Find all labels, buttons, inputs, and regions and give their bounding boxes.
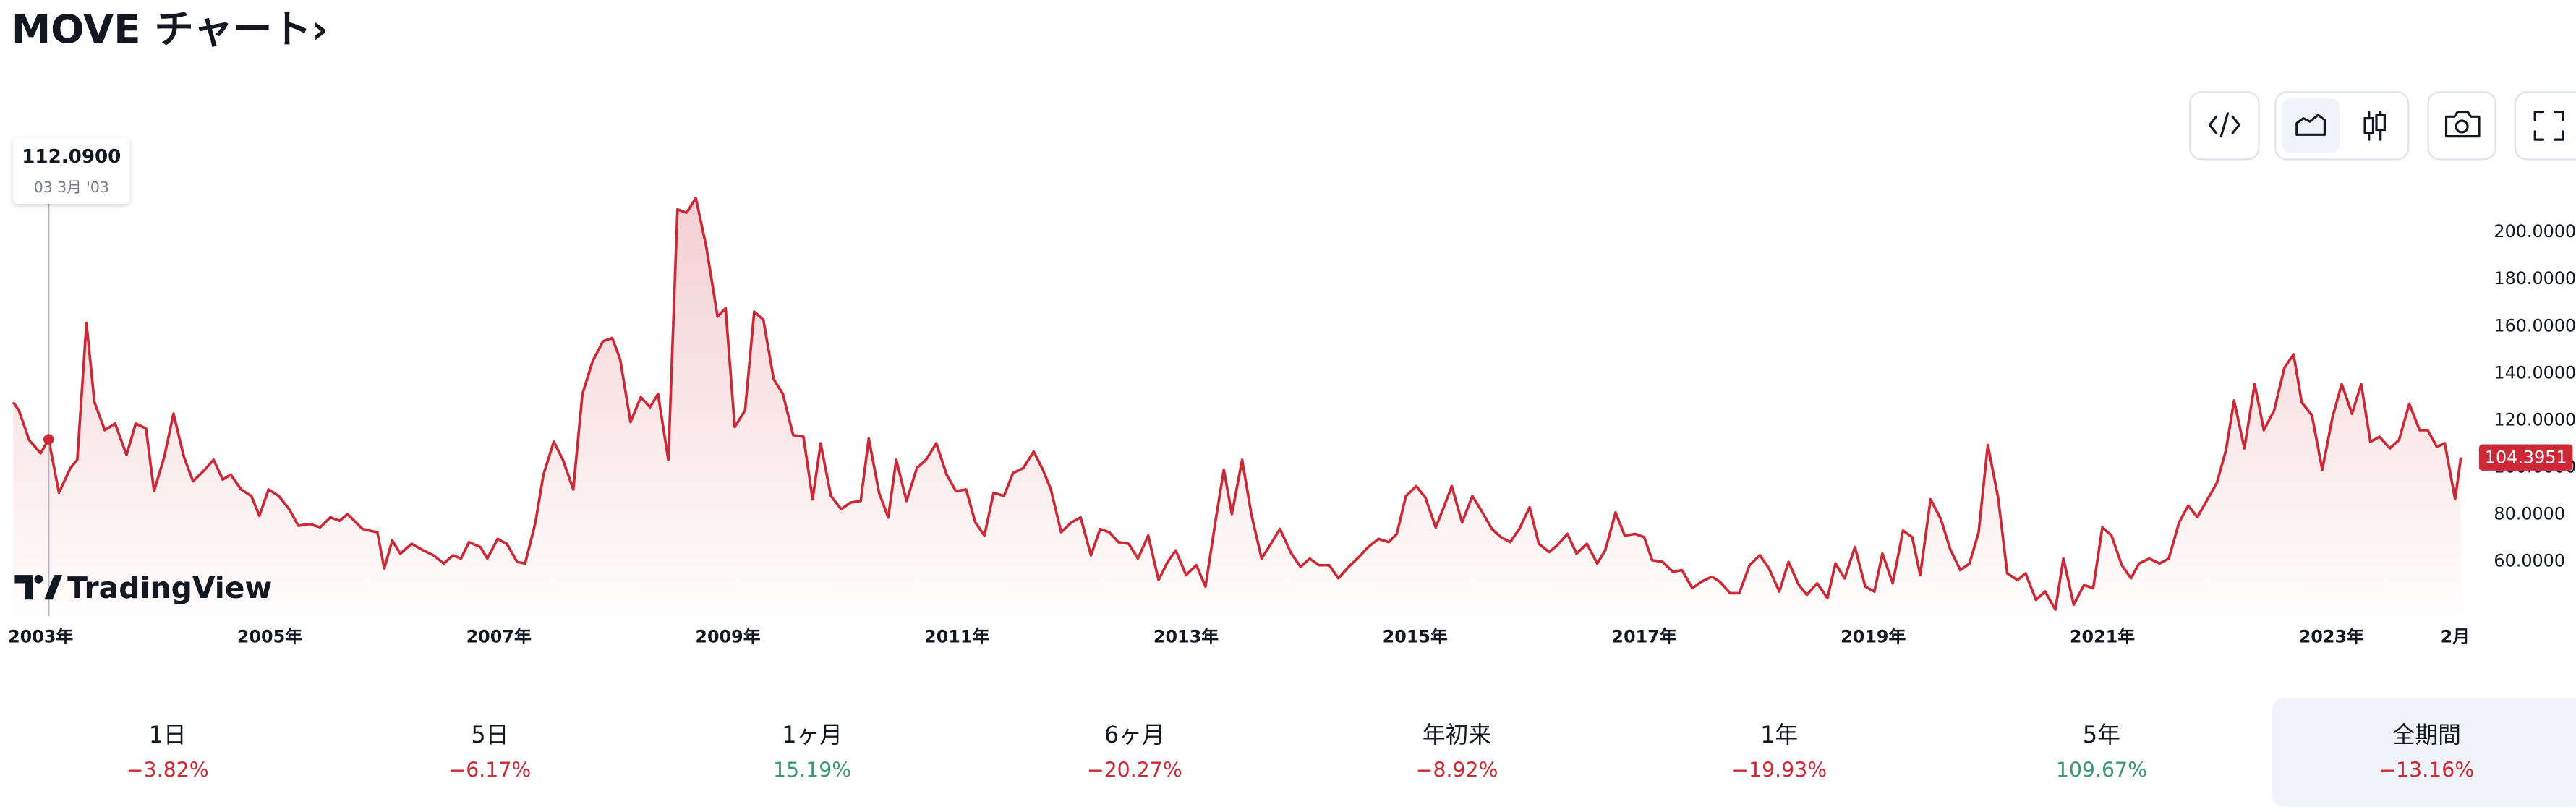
x-tick-label: 2011年 [924,626,989,646]
embed-button[interactable] [2189,91,2260,161]
period-button[interactable]: 5日 −6.17% [448,722,531,782]
x-tick-label: 2月 [2441,626,2470,646]
y-tick-label: 200.0000 [2494,221,2576,242]
period-label: 1ヶ月 [782,722,843,748]
period-change: 15.19% [773,758,851,782]
x-tick-label: 2017年 [1611,626,1676,646]
performance-row: 1日 −3.82% 5日 −6.17% 1ヶ月 15.19% 6ヶ月 −20.27% 年初来 −8… [127,698,2576,807]
period-button[interactable]: 1年 −19.93% [1731,722,1827,782]
tooltip-date: 03 3月 '03 [34,179,109,196]
crosshair-dot [43,434,54,445]
period-label: 1年 [1760,722,1798,748]
period-button[interactable]: 全期間 −13.16% [2272,698,2576,807]
y-tick-label: 120.0000 [2494,409,2576,429]
period-label: 年初来 [1423,722,1491,748]
period-change: −8.92% [1416,758,1498,782]
watermark-text: TradingView [67,570,272,605]
period-change: −6.17% [448,758,531,782]
period-change: −20.27% [1087,758,1182,782]
screenshot-button[interactable] [2427,91,2496,161]
last-price-label: 104.3951 [2485,447,2567,467]
y-tick-label: 140.0000 [2494,362,2576,383]
last-price-tag [2478,444,2573,471]
period-change: −3.82% [127,758,209,782]
plot-area: 60.000080.0000100.0000120.0000140.000016… [8,137,2576,646]
x-tick-label: 2007年 [466,626,532,646]
price-line [12,196,2462,611]
y-tick-label: 80.0000 [2494,504,2565,524]
period-button[interactable]: 5年 109.67% [2056,722,2147,782]
x-tick-label: 2015年 [1383,626,1448,646]
period-label: 1日 [149,722,187,748]
selected-period-bg [2272,698,2576,807]
period-label: 全期間 [2392,722,2461,748]
period-change: 109.67% [2056,758,2147,782]
area-fill [13,197,2461,616]
period-label: 5日 [471,722,508,748]
tooltip-value: 112.0900 [22,146,121,168]
fullscreen-button[interactable] [2514,91,2576,161]
page-title[interactable]: MOVE チャート› [12,6,328,52]
tooltip-box [13,137,130,204]
x-tick-label: 2003年 [8,626,73,646]
x-tick-label: 2023年 [2299,626,2364,646]
y-tick-label: 160.0000 [2494,315,2576,336]
period-button[interactable]: 年初来 −8.92% [1416,722,1498,782]
period-button[interactable]: 1日 −3.82% [127,722,209,782]
x-tick-label: 2005年 [237,626,302,646]
candle-style-button[interactable] [2363,110,2386,141]
period-label: 6ヶ月 [1104,722,1165,748]
period-button[interactable]: 6ヶ月 −20.27% [1087,722,1182,782]
toolbar [2189,91,2576,161]
period-change: −19.93% [1731,758,1827,782]
x-tick-label: 2009年 [695,626,760,646]
x-tick-label: 2013年 [1153,626,1219,646]
period-label: 5年 [2083,722,2120,748]
x-tick-label: 2019年 [1841,626,1906,646]
period-button[interactable]: 1ヶ月 15.19% [773,722,851,782]
watermark: TradingView [14,570,272,605]
y-tick-label: 180.0000 [2494,268,2576,289]
y-tick-label: 60.0000 [2494,551,2565,571]
x-tick-label: 2021年 [2070,626,2135,646]
area-style-button[interactable] [2282,98,2340,153]
period-change: −13.16% [2379,758,2474,782]
